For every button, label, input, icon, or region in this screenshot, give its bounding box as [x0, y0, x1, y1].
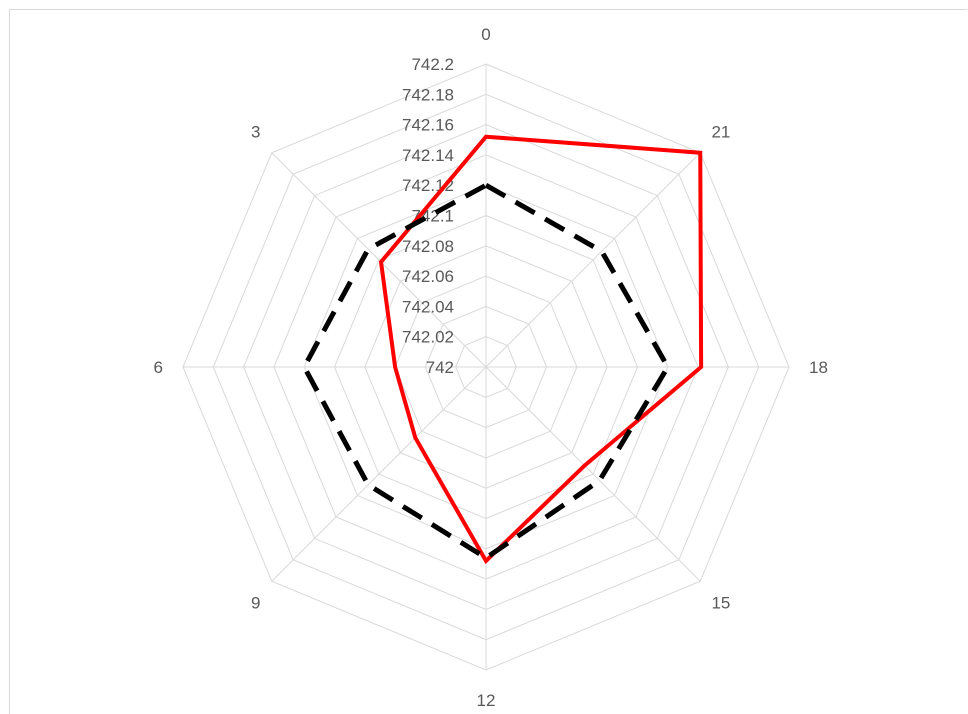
tick-label: 742.14	[402, 146, 454, 165]
tick-label: 742.16	[402, 116, 454, 135]
radial-tick-labels: 742742.02742.04742.06742.08742.1742.1274…	[402, 55, 454, 377]
series-1-line	[378, 134, 704, 565]
tick-label: 742	[426, 358, 454, 377]
series-lines	[301, 134, 704, 565]
chart-area	[9, 9, 967, 714]
category-label: 9	[251, 593, 260, 612]
tick-label: 742.18	[402, 85, 454, 104]
radar-grid	[182, 63, 790, 671]
tick-label: 742.08	[402, 237, 454, 256]
tick-label: 742.2	[411, 55, 454, 74]
category-label: 21	[711, 123, 730, 142]
series-2-line	[301, 182, 671, 561]
tick-label: 742.02	[402, 328, 454, 347]
category-labels: 0 21 18 15 12 9 6 3	[154, 25, 828, 710]
axis-spoke	[271, 152, 487, 368]
tick-label: 742.04	[402, 297, 454, 316]
axis-spoke	[485, 152, 701, 368]
category-label: 3	[251, 123, 260, 142]
axis-spoke	[271, 366, 487, 582]
category-label: 18	[809, 358, 828, 377]
axis-spoke	[485, 366, 701, 582]
tick-label: 742.06	[402, 267, 454, 286]
category-label: 6	[154, 358, 163, 377]
category-label: 12	[477, 691, 496, 710]
category-label: 0	[481, 25, 490, 44]
category-label: 15	[711, 593, 730, 612]
